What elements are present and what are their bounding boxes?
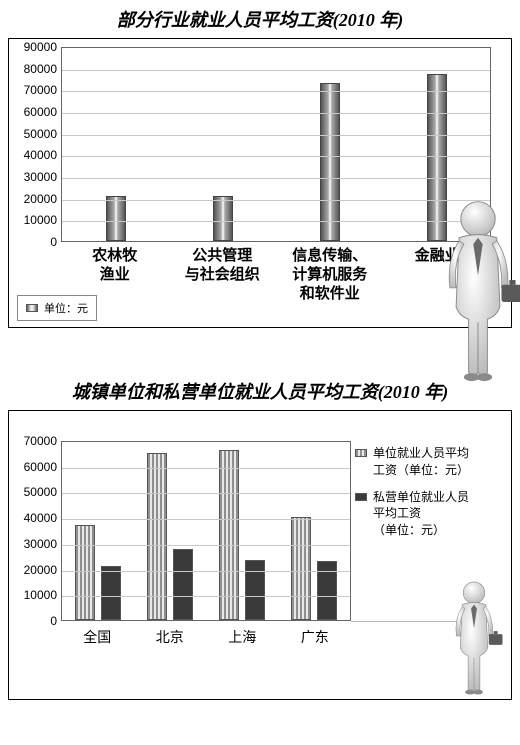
category-label: 上海 xyxy=(206,627,279,647)
chart1-category-labels: 农林牧 渔业公共管理 与社会组织信息传输、 计算机服务 和软件业金融业 xyxy=(61,247,491,303)
chart1-plot xyxy=(61,47,491,242)
bar-slot xyxy=(62,196,169,242)
category-label: 公共管理 与社会组织 xyxy=(169,247,277,303)
bar-slot xyxy=(276,83,383,241)
category-label: 北京 xyxy=(134,627,207,647)
y-tick-label: 30000 xyxy=(13,170,57,184)
businessman-icon xyxy=(429,197,520,385)
chart1-frame: 0 10000 20000 30000 40000 50000 60000 70000 8000… xyxy=(8,38,512,328)
category-label: 信息传输、 计算机服务 和软件业 xyxy=(276,247,384,303)
gridline xyxy=(62,200,490,201)
y-tick-label: 70000 xyxy=(13,83,57,97)
gridline xyxy=(62,156,490,157)
chart2-panel: 城镇单位和私营单位就业人员平均工资(2010 年) 0 10000 20000 300… xyxy=(0,372,520,744)
gridline xyxy=(62,493,350,494)
gridline xyxy=(62,178,490,179)
y-tick-label: 50000 xyxy=(13,127,57,141)
legend-swatch-icon xyxy=(355,493,367,501)
gridline xyxy=(62,545,350,546)
bar xyxy=(219,450,239,620)
gridline xyxy=(62,468,350,469)
legend-swatch-icon xyxy=(355,449,367,457)
chart1-yticks: 0100002000030000400005000060000700008000… xyxy=(13,47,57,242)
bar xyxy=(106,196,126,242)
y-tick-label: 80000 xyxy=(13,62,57,76)
y-tick-label: 0 xyxy=(13,614,57,628)
gridline xyxy=(62,519,350,520)
legend-swatch-icon xyxy=(26,304,38,312)
y-tick-label: 40000 xyxy=(13,511,57,525)
chart2-legend: 单位就业人员平均 工资（单位：元） 私营单位就业人员 平均工资 （单位：元） xyxy=(355,445,505,549)
y-tick-label: 10000 xyxy=(13,588,57,602)
y-tick-label: 40000 xyxy=(13,148,57,162)
bar xyxy=(213,196,233,242)
category-label: 广东 xyxy=(279,627,352,647)
legend-item: 单位就业人员平均 工资（单位：元） xyxy=(355,445,505,479)
y-tick-label: 10000 xyxy=(13,213,57,227)
chart1-legend: 单位：元 xyxy=(17,295,97,321)
y-tick-label: 90000 xyxy=(13,40,57,54)
chart2-plot xyxy=(61,441,351,621)
chart1-title: 部分行业就业人员平均工资(2010 年) xyxy=(0,0,520,38)
gridline xyxy=(62,113,490,114)
y-tick-label: 60000 xyxy=(13,105,57,119)
y-tick-label: 50000 xyxy=(13,485,57,499)
gridline xyxy=(62,135,490,136)
bar-group xyxy=(278,517,350,620)
bar xyxy=(291,517,311,620)
gridline xyxy=(62,596,350,597)
category-label: 全国 xyxy=(61,627,134,647)
chart1-bars xyxy=(62,48,490,241)
y-tick-label: 60000 xyxy=(13,460,57,474)
chart1-legend-label: 单位：元 xyxy=(44,300,88,316)
legend-label: 私营单位就业人员 平均工资 （单位：元） xyxy=(373,489,469,539)
chart2-frame: 0 10000 20000 30000 40000 50000 60000 70000 全国北… xyxy=(8,410,512,700)
bar xyxy=(245,560,265,620)
gridline xyxy=(62,91,490,92)
chart2-title: 城镇单位和私营单位就业人员平均工资(2010 年) xyxy=(0,372,520,410)
bar xyxy=(101,566,121,620)
chart1-panel: 部分行业就业人员平均工资(2010 年) 0 10000 20000 30000 400… xyxy=(0,0,520,372)
gridline xyxy=(62,571,350,572)
bar xyxy=(147,453,167,620)
bar-slot xyxy=(169,196,276,242)
gridline xyxy=(62,70,490,71)
businessman-icon xyxy=(443,579,505,697)
chart2-category-labels: 全国北京上海广东 xyxy=(61,627,351,647)
y-tick-label: 0 xyxy=(13,235,57,249)
y-tick-label: 70000 xyxy=(13,434,57,448)
y-tick-label: 20000 xyxy=(13,563,57,577)
bar-group xyxy=(206,450,278,620)
legend-label: 单位就业人员平均 工资（单位：元） xyxy=(373,445,469,479)
bar xyxy=(75,525,95,620)
legend-item: 私营单位就业人员 平均工资 （单位：元） xyxy=(355,489,505,539)
y-tick-label: 30000 xyxy=(13,537,57,551)
bar xyxy=(173,549,193,620)
bar-group xyxy=(62,525,134,620)
bar xyxy=(320,83,340,241)
gridline xyxy=(62,221,490,222)
chart2-yticks: 010000200003000040000500006000070000 xyxy=(13,441,57,621)
y-tick-label: 20000 xyxy=(13,192,57,206)
bar-group xyxy=(134,453,206,620)
